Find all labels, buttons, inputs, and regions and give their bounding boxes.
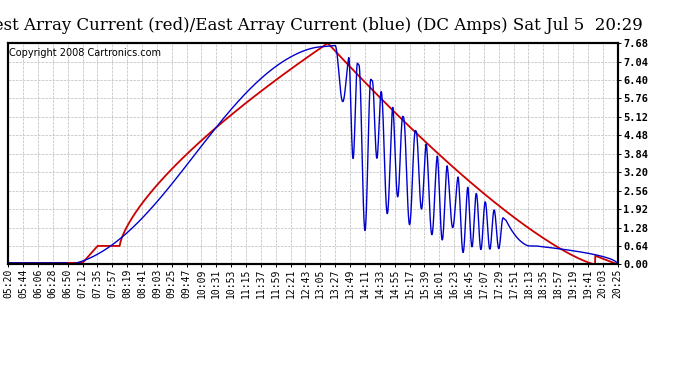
Text: Copyright 2008 Cartronics.com: Copyright 2008 Cartronics.com [10, 48, 161, 57]
Text: West Array Current (red)/East Array Current (blue) (DC Amps) Sat Jul 5  20:29: West Array Current (red)/East Array Curr… [0, 17, 643, 34]
